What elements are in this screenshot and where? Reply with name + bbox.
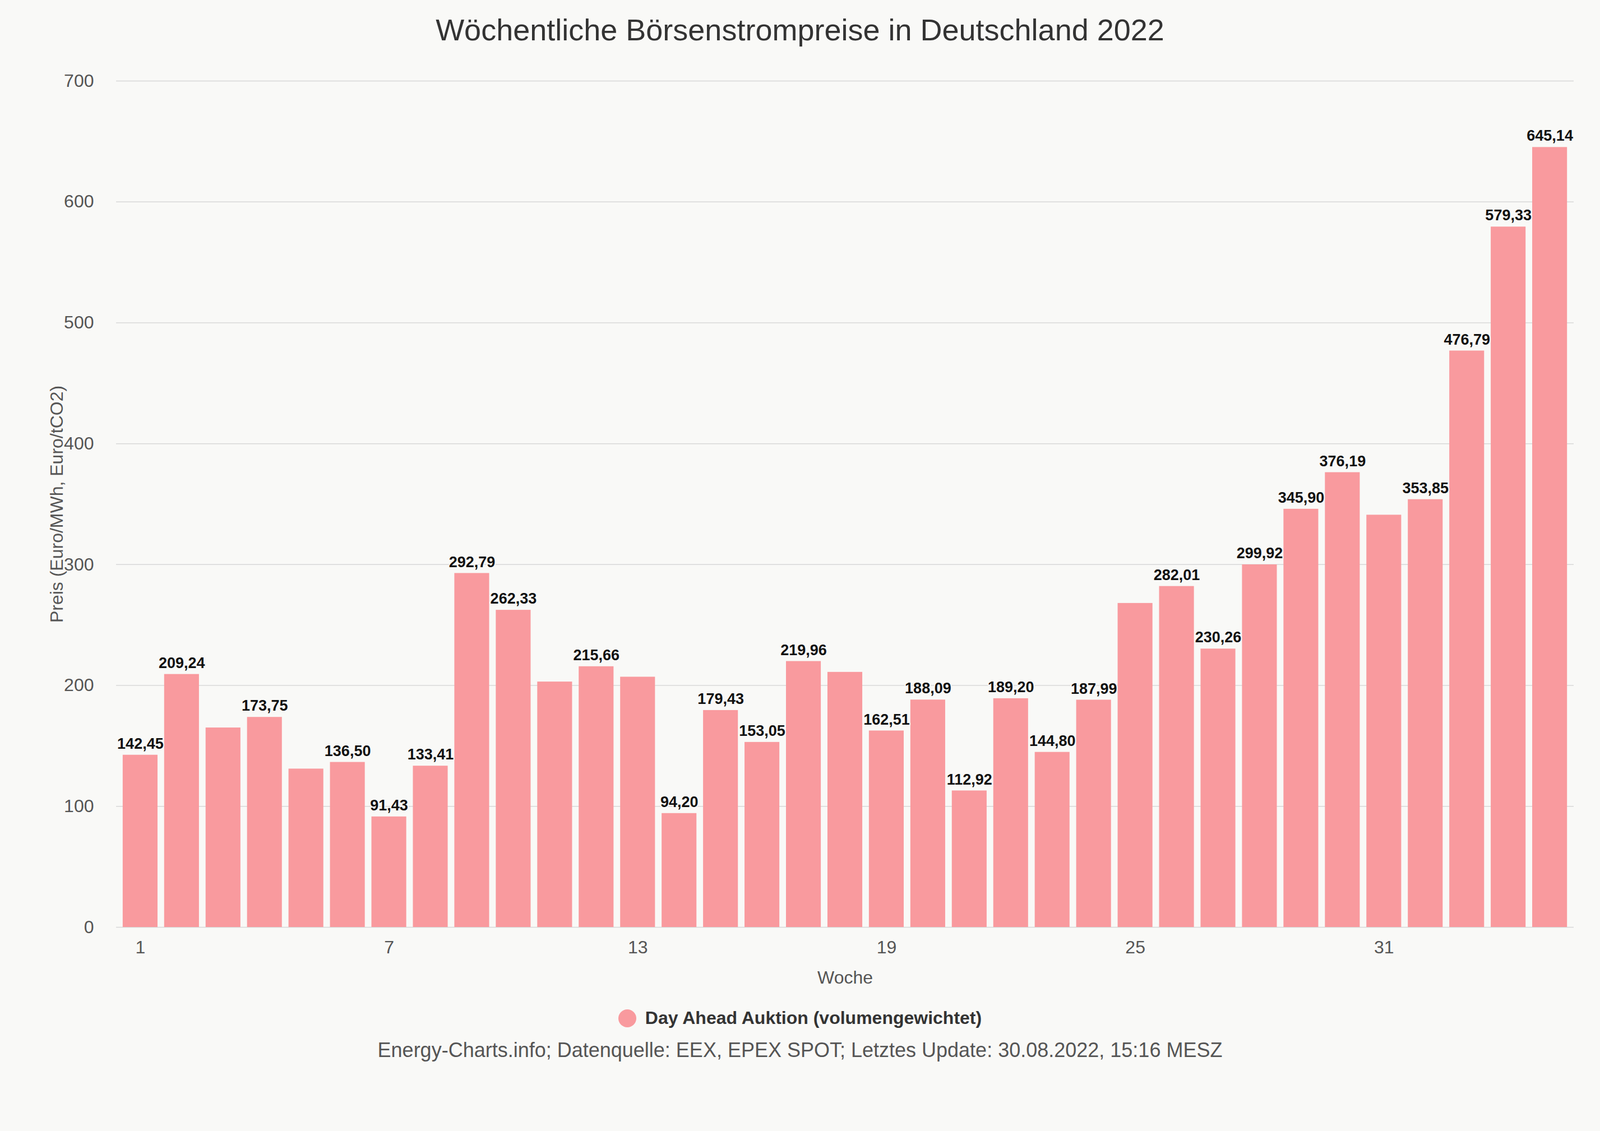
svg-text:173,75: 173,75 [241, 697, 289, 715]
svg-text:188,09: 188,09 [904, 680, 952, 697]
svg-text:400: 400 [63, 433, 94, 454]
svg-text:133,41: 133,41 [407, 746, 455, 763]
svg-text:282,01: 282,01 [1153, 566, 1201, 584]
svg-text:100: 100 [63, 796, 94, 817]
svg-text:209,24: 209,24 [158, 654, 206, 672]
svg-text:230,26: 230,26 [1195, 629, 1242, 646]
html-text:Day Ahead Auktion (volumengewi: Day Ahead Auktion (volumengewichtet) [645, 1007, 982, 1029]
svg-text:7: 7 [384, 937, 395, 958]
svg-text:262,33: 262,33 [490, 590, 538, 608]
svg-text:200: 200 [63, 674, 94, 696]
svg-text:476,79: 476,79 [1443, 331, 1491, 349]
svg-text:292,79: 292,79 [449, 553, 496, 571]
svg-text:345,90: 345,90 [1278, 489, 1325, 507]
svg-text:Woche: Woche [817, 967, 873, 988]
svg-text:376,19: 376,19 [1319, 452, 1367, 470]
svg-text:1: 1 [135, 937, 146, 958]
svg-text:500: 500 [63, 312, 94, 333]
svg-text:162,51: 162,51 [863, 711, 910, 729]
svg-text:700: 700 [63, 70, 94, 91]
svg-text:31: 31 [1374, 937, 1395, 958]
svg-text:144,80: 144,80 [1029, 732, 1076, 750]
svg-text:153,05: 153,05 [738, 722, 786, 740]
svg-text:299,92: 299,92 [1236, 544, 1284, 562]
svg-text:179,43: 179,43 [697, 690, 744, 708]
svg-text:25: 25 [1125, 937, 1146, 958]
svg-text:219,96: 219,96 [780, 641, 827, 659]
svg-text:Preis (Euro/MWh, Euro/tCO2): Preis (Euro/MWh, Euro/tCO2) [46, 385, 67, 623]
svg-text:353,85: 353,85 [1402, 479, 1449, 497]
html-text:Wöchentliche Börsenstrompreise: Wöchentliche Börsenstrompreise in Deutsc… [435, 12, 1165, 47]
svg-text:600: 600 [63, 191, 94, 212]
html-text:Energy-Charts.info; Datenquell: Energy-Charts.info; Datenquelle: EEX, EP… [377, 1038, 1223, 1062]
svg-text:579,33: 579,33 [1485, 206, 1532, 224]
svg-text:136,50: 136,50 [324, 742, 372, 760]
svg-text:13: 13 [627, 937, 649, 958]
svg-text:94,20: 94,20 [660, 793, 699, 811]
svg-text:91,43: 91,43 [370, 797, 409, 815]
svg-text:215,66: 215,66 [573, 646, 621, 664]
svg-text:300: 300 [63, 554, 94, 575]
svg-text:187,99: 187,99 [1070, 680, 1118, 698]
svg-text:0: 0 [84, 917, 95, 938]
svg-text:112,92: 112,92 [946, 771, 993, 789]
svg-text:142,45: 142,45 [117, 735, 164, 753]
svg-text:645,14: 645,14 [1526, 127, 1574, 145]
svg-text:189,20: 189,20 [987, 678, 1035, 696]
svg-text:19: 19 [876, 937, 897, 958]
